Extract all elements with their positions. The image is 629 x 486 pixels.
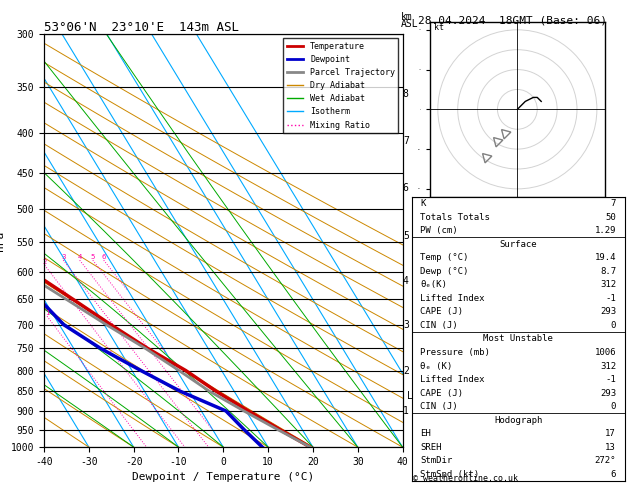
Text: Lifted Index: Lifted Index xyxy=(421,294,485,303)
Text: 312: 312 xyxy=(600,280,616,289)
Text: 1: 1 xyxy=(403,406,409,416)
Text: 7: 7 xyxy=(403,136,409,146)
Text: 3: 3 xyxy=(403,320,409,330)
Text: 7: 7 xyxy=(611,199,616,208)
Text: 3: 3 xyxy=(61,254,65,260)
Text: Dewp (°C): Dewp (°C) xyxy=(421,267,469,276)
Text: © weatheronline.co.uk: © weatheronline.co.uk xyxy=(413,474,518,483)
Text: CAPE (J): CAPE (J) xyxy=(421,308,464,316)
Text: 1.29: 1.29 xyxy=(594,226,616,235)
Text: 8.7: 8.7 xyxy=(600,267,616,276)
Y-axis label: hPa: hPa xyxy=(0,230,5,251)
Text: PW (cm): PW (cm) xyxy=(421,226,458,235)
Text: 5: 5 xyxy=(91,254,95,260)
Text: -1: -1 xyxy=(605,294,616,303)
Text: 0: 0 xyxy=(611,321,616,330)
Text: 293: 293 xyxy=(600,389,616,398)
Text: kt: kt xyxy=(434,23,444,32)
Text: K: K xyxy=(421,199,426,208)
Text: 2: 2 xyxy=(43,259,47,265)
Text: 53°06'N  23°10'E  143m ASL: 53°06'N 23°10'E 143m ASL xyxy=(44,21,239,34)
Text: EH: EH xyxy=(421,429,431,438)
Text: 312: 312 xyxy=(600,362,616,370)
Text: StmDir: StmDir xyxy=(421,456,453,465)
Text: 13: 13 xyxy=(605,443,616,452)
X-axis label: Dewpoint / Temperature (°C): Dewpoint / Temperature (°C) xyxy=(132,472,314,483)
Text: CIN (J): CIN (J) xyxy=(421,402,458,411)
Text: -1: -1 xyxy=(605,375,616,384)
Text: 6: 6 xyxy=(403,183,409,193)
Text: 6: 6 xyxy=(101,254,106,260)
Text: 1006: 1006 xyxy=(594,348,616,357)
Text: 5: 5 xyxy=(403,231,409,241)
Text: 8: 8 xyxy=(403,89,409,99)
Text: 1: 1 xyxy=(45,310,49,316)
Text: CAPE (J): CAPE (J) xyxy=(421,389,464,398)
Text: ASL: ASL xyxy=(401,19,419,29)
Text: Pressure (mb): Pressure (mb) xyxy=(421,348,491,357)
Text: 293: 293 xyxy=(600,308,616,316)
Text: Lifted Index: Lifted Index xyxy=(421,375,485,384)
Text: Temp (°C): Temp (°C) xyxy=(421,253,469,262)
Text: Surface: Surface xyxy=(499,240,537,249)
Text: CIN (J): CIN (J) xyxy=(421,321,458,330)
Text: 50: 50 xyxy=(605,213,616,222)
Text: 4: 4 xyxy=(77,254,82,260)
Text: SREH: SREH xyxy=(421,443,442,452)
Text: km: km xyxy=(401,13,413,22)
Text: 6: 6 xyxy=(611,470,616,479)
Text: 2: 2 xyxy=(403,365,409,376)
Text: 17: 17 xyxy=(605,429,616,438)
Text: Hodograph: Hodograph xyxy=(494,416,542,425)
Text: Totals Totals: Totals Totals xyxy=(421,213,491,222)
Text: θₑ(K): θₑ(K) xyxy=(421,280,447,289)
Text: 28.04.2024  18GMT (Base: 06): 28.04.2024 18GMT (Base: 06) xyxy=(418,16,607,26)
Text: 19.4: 19.4 xyxy=(594,253,616,262)
Text: θₑ (K): θₑ (K) xyxy=(421,362,453,370)
Text: 4: 4 xyxy=(403,277,409,286)
Text: 0: 0 xyxy=(611,402,616,411)
Legend: Temperature, Dewpoint, Parcel Trajectory, Dry Adiabat, Wet Adiabat, Isotherm, Mi: Temperature, Dewpoint, Parcel Trajectory… xyxy=(284,38,398,133)
Text: 272°: 272° xyxy=(594,456,616,465)
Text: Most Unstable: Most Unstable xyxy=(483,334,554,344)
Text: Mixing Ratio (g/kg): Mixing Ratio (g/kg) xyxy=(441,193,450,288)
Text: StmSpd (kt): StmSpd (kt) xyxy=(421,470,480,479)
